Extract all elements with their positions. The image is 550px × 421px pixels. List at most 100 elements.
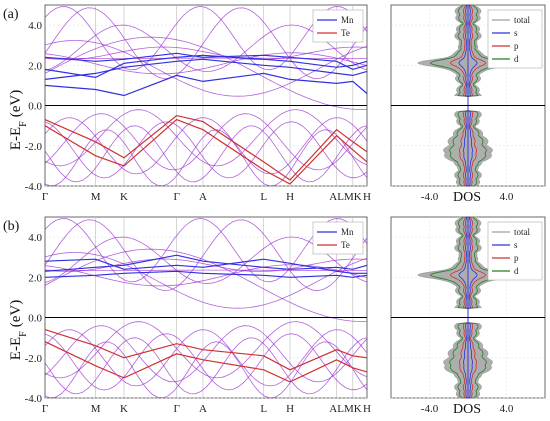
band-line: [44, 329, 368, 387]
dos-s-curve: [458, 4, 478, 187]
y-tick-label: 2.0: [28, 60, 42, 72]
y-tick-label: 0.0: [28, 313, 42, 325]
band-line: [44, 121, 368, 179]
dos-legend-b: total s p d: [487, 221, 543, 281]
band-line-te: [44, 341, 368, 383]
y-ticks-a: 4.0 2.0 0.0 -2.0 -4.0: [25, 20, 43, 193]
dos-legend-label-p-a: p: [514, 41, 519, 51]
dos-curves-b: [391, 216, 545, 399]
band-line-te: [44, 114, 368, 181]
kpoint-label: Γ: [173, 191, 179, 203]
y-tick-label: 4.0: [28, 20, 42, 32]
band-structure-panel-b: 4.02.00.0-2.0-4.0 Γ M K Γ A L H AL MK H (b) E-EF(…: [3, 216, 371, 415]
y-tick-label: 2.0: [28, 272, 42, 284]
kpoint-label: H: [363, 191, 371, 203]
band-line: [44, 341, 368, 399]
band-line: [44, 264, 368, 287]
band-line: [44, 52, 368, 75]
legend-label-te-a: Te: [341, 28, 350, 38]
dos-legend-label-total-b: total: [514, 227, 530, 237]
y-tick-label: -2.0: [25, 353, 43, 365]
y-axis-label-sub-b: F: [18, 331, 29, 337]
dos-legend-label-p-b: p: [514, 253, 519, 263]
y-tick-label: -4.0: [25, 393, 43, 405]
dos-p-curve: [450, 216, 486, 399]
dos-legend-label-s-a: s: [514, 28, 518, 38]
kpoint-label: M: [91, 403, 101, 415]
dos-panel-b: -4.0 4.0 DOS total s p d: [390, 216, 546, 417]
kpoint-label: L: [260, 403, 267, 415]
dos-d-curve: [429, 4, 507, 187]
dos-d-curve: [429, 216, 507, 399]
band-line: [44, 258, 368, 272]
kpoint-label: A: [199, 191, 207, 203]
kpoint-label: A: [199, 403, 207, 415]
kpoint-label: K: [120, 191, 128, 203]
kpoint-label: MK: [344, 191, 362, 203]
y-axis-label-b: E-EF (eV): [8, 300, 29, 360]
kpoint-label: H: [286, 403, 294, 415]
kpoint-label: M: [91, 191, 101, 203]
y-axis-label-main-b: E-E: [8, 337, 24, 360]
band-line: [44, 125, 368, 183]
band-line: [44, 117, 368, 175]
kpoint-label: AL: [329, 191, 344, 203]
legend-box-a: [312, 9, 364, 43]
kpoint-labels-a: Γ M K Γ A L H AL MK H: [42, 191, 371, 203]
dos-p-curve: [450, 4, 486, 187]
kpoint-label: H: [363, 403, 371, 415]
kpoint-label: Γ: [42, 191, 48, 203]
band-line-mn: [44, 58, 368, 80]
band-line-mn: [44, 54, 368, 79]
y-axis-label-sub-a: F: [18, 121, 29, 127]
dos-tick-label: -4.0: [421, 191, 439, 203]
band-line: [44, 337, 368, 395]
dos-legend-label-d-a: d: [514, 54, 519, 64]
y-axis-label-unit-a: (eV): [8, 90, 24, 117]
dos-legend-label-total-a: total: [514, 15, 530, 25]
kpoint-labels-b: Γ M K Γ A L H AL MK H: [42, 403, 371, 415]
band-line-mn: [44, 52, 368, 71]
band-line-te: [44, 118, 368, 185]
band-line: [44, 333, 368, 391]
y-tick-label: 0.0: [28, 101, 42, 113]
band-line: [44, 36, 368, 111]
dos-legend-label-d-b: d: [514, 266, 519, 276]
band-line: [44, 113, 368, 171]
band-line: [44, 325, 368, 383]
kpoint-label: MK: [344, 403, 362, 415]
dos-label-b: DOS: [453, 402, 481, 417]
legend-label-mn-a: Mn: [341, 15, 354, 25]
kpoint-label: H: [286, 191, 294, 203]
dos-label-a: DOS: [453, 190, 481, 205]
band-line: [44, 248, 368, 323]
band-line-mn: [44, 258, 367, 274]
dos-panel-a: -4.0 4.0 DOS total s p d: [390, 4, 546, 205]
kpoint-label: L: [260, 191, 267, 203]
y-axis-label-a: E-EF (eV): [8, 90, 29, 150]
kpoint-label: AL: [329, 403, 344, 415]
panel-label-b: (b): [3, 219, 20, 234]
dos-legend-a: total s p d: [487, 9, 543, 69]
band-line: [44, 7, 368, 80]
legend-a: Mn Te: [312, 9, 364, 43]
y-axis-label-main-a: E-E: [8, 127, 24, 150]
kpoint-label: Γ: [173, 403, 179, 415]
band-line-mn: [44, 72, 368, 97]
dos-tick-label: -4.0: [421, 403, 439, 415]
band-structure-panel-a: 4.02.00.0-2.0-4.0 Γ M K Γ A L H AL MK H (a) E-EF(…: [3, 4, 371, 203]
band-line: [44, 129, 368, 187]
band-line: [44, 46, 368, 60]
panel-label-a: (a): [3, 7, 19, 22]
dos-tick-label: 4.0: [500, 191, 514, 203]
band-line: [44, 321, 368, 379]
dos-legend-label-s-b: s: [514, 240, 518, 250]
dos-ticks-b: -4.0 4.0: [421, 403, 514, 415]
kpoint-label: K: [120, 403, 128, 415]
y-ticks-b: 4.0 2.0 0.0 -2.0 -4.0: [25, 232, 43, 405]
band-line-mn: [44, 270, 368, 278]
dos-ticks-a: -4.0 4.0: [421, 191, 514, 203]
band-line: [44, 252, 368, 309]
legend-box-b: [312, 221, 364, 255]
